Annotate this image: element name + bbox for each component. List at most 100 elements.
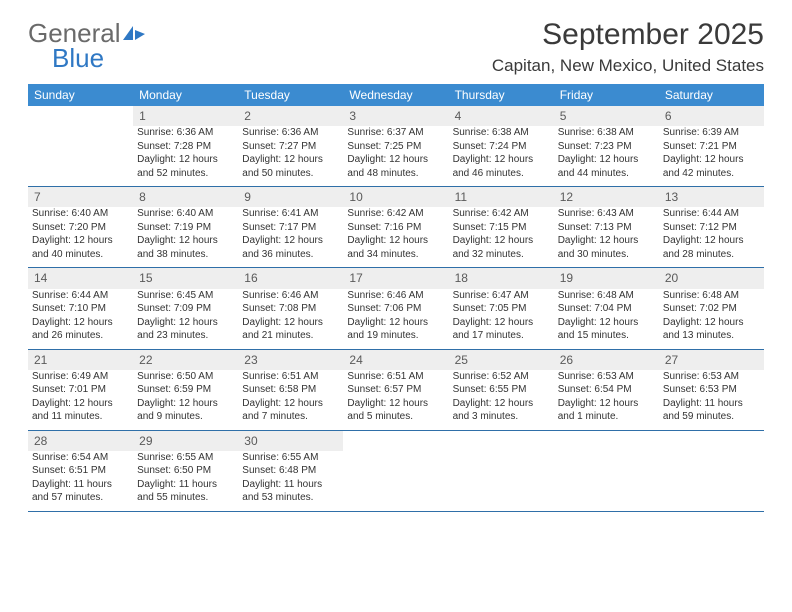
day-number: 13 [659, 187, 764, 208]
sun-data-line: Sunset: 7:28 PM [137, 140, 234, 154]
sun-data-line: and 15 minutes. [558, 329, 655, 343]
sun-data-line: and 17 minutes. [453, 329, 550, 343]
day-cell: Sunrise: 6:51 AMSunset: 6:58 PMDaylight:… [238, 370, 343, 431]
sun-data-line: and 21 minutes. [242, 329, 339, 343]
sun-data-line: Daylight: 12 hours [558, 234, 655, 248]
sun-data-line: Sunrise: 6:36 AM [137, 126, 234, 140]
sun-data-line: Sunset: 7:13 PM [558, 221, 655, 235]
sun-data-line: Sunrise: 6:44 AM [32, 289, 129, 303]
sun-data-line: Daylight: 12 hours [663, 153, 760, 167]
sun-data-line: Daylight: 11 hours [137, 478, 234, 492]
sun-data-line: Sunset: 6:53 PM [663, 383, 760, 397]
day-number: 29 [133, 430, 238, 451]
day-number: 20 [659, 268, 764, 289]
day-cell: Sunrise: 6:55 AMSunset: 6:48 PMDaylight:… [238, 451, 343, 512]
sun-data-line: Sunset: 7:10 PM [32, 302, 129, 316]
sun-data-line: Sunrise: 6:43 AM [558, 207, 655, 221]
sun-data-line: Daylight: 12 hours [242, 316, 339, 330]
sun-data-line: and 5 minutes. [347, 410, 444, 424]
sun-data-line: Sunrise: 6:42 AM [347, 207, 444, 221]
day-cell: Sunrise: 6:46 AMSunset: 7:06 PMDaylight:… [343, 289, 448, 350]
day-cell [659, 451, 764, 512]
sun-data-line: and 34 minutes. [347, 248, 444, 262]
sun-data-line: Sunrise: 6:50 AM [137, 370, 234, 384]
sun-data-line: Sunrise: 6:51 AM [242, 370, 339, 384]
sun-data-line: Sunrise: 6:53 AM [663, 370, 760, 384]
day-cell: Sunrise: 6:44 AMSunset: 7:12 PMDaylight:… [659, 207, 764, 268]
sun-data-line: Sunset: 6:50 PM [137, 464, 234, 478]
sun-data-line: Daylight: 12 hours [453, 397, 550, 411]
sun-data-line: Sunrise: 6:37 AM [347, 126, 444, 140]
sun-data-line: and 40 minutes. [32, 248, 129, 262]
sun-data-line: Sunset: 7:09 PM [137, 302, 234, 316]
day-number-row: 21222324252627 [28, 349, 764, 370]
sun-data-line: Daylight: 12 hours [558, 397, 655, 411]
sun-data-line: Sunrise: 6:51 AM [347, 370, 444, 384]
weekday-header: Tuesday [238, 84, 343, 106]
day-cell: Sunrise: 6:51 AMSunset: 6:57 PMDaylight:… [343, 370, 448, 431]
day-cell [449, 451, 554, 512]
sun-data-line: and 53 minutes. [242, 491, 339, 505]
sun-data-line: and 30 minutes. [558, 248, 655, 262]
sun-data-line: Sunset: 6:51 PM [32, 464, 129, 478]
day-number-row: 14151617181920 [28, 268, 764, 289]
weekday-header: Friday [554, 84, 659, 106]
sun-data-line: Daylight: 12 hours [137, 316, 234, 330]
sun-data-line: Daylight: 12 hours [663, 234, 760, 248]
day-cell: Sunrise: 6:43 AMSunset: 7:13 PMDaylight:… [554, 207, 659, 268]
day-content-row: Sunrise: 6:36 AMSunset: 7:28 PMDaylight:… [28, 126, 764, 187]
day-content-row: Sunrise: 6:54 AMSunset: 6:51 PMDaylight:… [28, 451, 764, 512]
sun-data-line: and 59 minutes. [663, 410, 760, 424]
sun-data-line: and 28 minutes. [663, 248, 760, 262]
day-number: 24 [343, 349, 448, 370]
day-number [659, 430, 764, 451]
sun-data-line: and 38 minutes. [137, 248, 234, 262]
sun-data-line: and 19 minutes. [347, 329, 444, 343]
sun-data-line: Sunrise: 6:39 AM [663, 126, 760, 140]
sun-data-line: Sunset: 6:59 PM [137, 383, 234, 397]
sun-data-line: Sunset: 6:57 PM [347, 383, 444, 397]
sun-data-line: and 44 minutes. [558, 167, 655, 181]
sun-data-line: Sunrise: 6:48 AM [558, 289, 655, 303]
sun-data-line: Sunset: 7:01 PM [32, 383, 129, 397]
day-cell: Sunrise: 6:48 AMSunset: 7:04 PMDaylight:… [554, 289, 659, 350]
sun-data-line: and 50 minutes. [242, 167, 339, 181]
day-content-row: Sunrise: 6:49 AMSunset: 7:01 PMDaylight:… [28, 370, 764, 431]
weekday-header: Wednesday [343, 84, 448, 106]
sun-data-line: and 7 minutes. [242, 410, 339, 424]
day-number [449, 430, 554, 451]
sun-data-line: Sunrise: 6:40 AM [32, 207, 129, 221]
day-cell: Sunrise: 6:48 AMSunset: 7:02 PMDaylight:… [659, 289, 764, 350]
day-number: 25 [449, 349, 554, 370]
sun-data-line: Sunrise: 6:52 AM [453, 370, 550, 384]
sun-data-line: Daylight: 12 hours [453, 316, 550, 330]
sun-data-line: Daylight: 12 hours [32, 316, 129, 330]
day-cell: Sunrise: 6:50 AMSunset: 6:59 PMDaylight:… [133, 370, 238, 431]
sun-data-line: Sunrise: 6:47 AM [453, 289, 550, 303]
sun-data-line: and 23 minutes. [137, 329, 234, 343]
day-number: 7 [28, 187, 133, 208]
day-number: 18 [449, 268, 554, 289]
sail-icon [121, 22, 147, 45]
page-title: September 2025 [492, 18, 764, 52]
sun-data-line: Sunrise: 6:55 AM [137, 451, 234, 465]
sun-data-line: Sunset: 7:24 PM [453, 140, 550, 154]
sun-data-line: Daylight: 12 hours [663, 316, 760, 330]
day-number: 14 [28, 268, 133, 289]
day-number: 10 [343, 187, 448, 208]
calendar-table: SundayMondayTuesdayWednesdayThursdayFrid… [28, 84, 764, 512]
sun-data-line: and 57 minutes. [32, 491, 129, 505]
sun-data-line: Daylight: 12 hours [137, 397, 234, 411]
day-number: 9 [238, 187, 343, 208]
day-cell: Sunrise: 6:40 AMSunset: 7:19 PMDaylight:… [133, 207, 238, 268]
sun-data-line: Daylight: 12 hours [242, 234, 339, 248]
day-number: 28 [28, 430, 133, 451]
day-number [28, 106, 133, 126]
sun-data-line: Sunrise: 6:38 AM [558, 126, 655, 140]
day-content-row: Sunrise: 6:40 AMSunset: 7:20 PMDaylight:… [28, 207, 764, 268]
day-cell: Sunrise: 6:42 AMSunset: 7:15 PMDaylight:… [449, 207, 554, 268]
sun-data-line: Sunset: 7:17 PM [242, 221, 339, 235]
sun-data-line: Sunrise: 6:42 AM [453, 207, 550, 221]
sun-data-line: Daylight: 11 hours [663, 397, 760, 411]
sun-data-line: Sunrise: 6:36 AM [242, 126, 339, 140]
